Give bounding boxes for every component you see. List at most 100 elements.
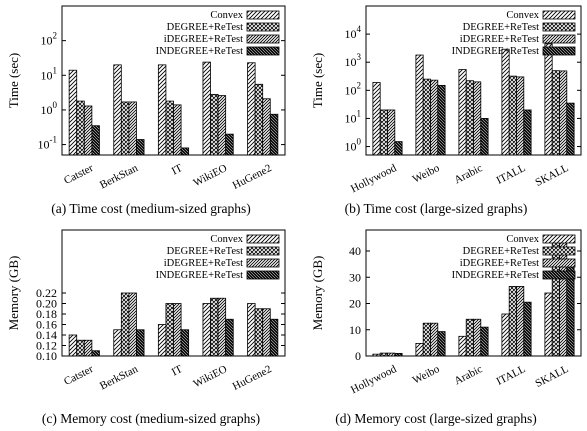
- y-tick-base: 10: [41, 103, 53, 117]
- legend-swatch: [542, 22, 576, 32]
- legend-label: iDEGREE+ReTest: [164, 258, 243, 269]
- bar-2-INDEGREE+ReTest-SKALL: [566, 102, 575, 156]
- bar-1-INDEGREE+ReTest-Catster: [91, 125, 100, 156]
- bar-2-INDEGREE+ReTest-Hollywood: [394, 141, 403, 156]
- y-tick-label: 104: [345, 24, 362, 41]
- bar-2-iDEGREE+ReTest-Arabic: [473, 81, 482, 156]
- y-tick-label: 0.22: [36, 286, 57, 300]
- plot-frame: [61, 5, 286, 156]
- bar-3-Convex-WikiEO: [202, 303, 211, 357]
- bar-4-Convex-SKALL: [544, 292, 553, 357]
- bar-2-DEGREE+ReTest-Hollywood: [379, 109, 388, 156]
- y-tick-label: 0.18: [36, 307, 57, 321]
- bar-3-INDEGREE+ReTest-WikiEO: [225, 318, 234, 357]
- legend-swatch: [542, 10, 576, 20]
- bar-2-Convex-Weibo: [415, 54, 424, 156]
- bar-2-iDEGREE+ReTest-SKALL: [559, 70, 568, 156]
- bar-1-Convex-BerkStan: [113, 64, 122, 156]
- bar-4-INDEGREE+ReTest-Weibo: [437, 331, 446, 357]
- panel-c: 0.100.120.140.160.180.200.22 Memory (GB) C…: [6, 229, 286, 426]
- bar-2-INDEGREE+ReTest-Weibo: [437, 84, 446, 156]
- x-tick-label: IT: [170, 162, 185, 178]
- y-tick-label: 101: [345, 108, 362, 125]
- x-tick-label: Weibo: [411, 162, 442, 186]
- bar-1-INDEGREE+ReTest-WikiEO: [225, 133, 234, 156]
- bar-3-INDEGREE+ReTest-HuGene2: [269, 318, 279, 357]
- y-tick-label: 0.12: [36, 339, 57, 353]
- bar-4-INDEGREE+ReTest-ITALL: [523, 301, 532, 357]
- bar-1-iDEGREE+ReTest-WikiEO: [217, 95, 227, 156]
- y-tick-label: 0.20: [36, 297, 57, 311]
- panel-caption: (d) Memory cost (large-sized graphs): [335, 411, 536, 426]
- legend-label: INDEGREE+ReTest: [452, 270, 540, 281]
- bar-3-DEGREE+ReTest-Catster: [76, 339, 85, 357]
- y-tick-label: 102: [41, 31, 58, 48]
- y-tick-exp: 0: [357, 137, 362, 147]
- panel-caption: (c) Memory cost (medium-sized graphs): [42, 411, 260, 426]
- bar-1-DEGREE+ReTest-IT: [165, 100, 174, 156]
- bar-1-INDEGREE+ReTest-IT: [180, 147, 190, 156]
- bar-1-iDEGREE+ReTest-IT: [173, 104, 182, 156]
- y-tick-exp: 3: [357, 52, 362, 62]
- x-tick-label: Weibo: [411, 363, 442, 387]
- bar-1-DEGREE+ReTest-HuGene2: [254, 83, 264, 156]
- y-tick-base: 10: [41, 34, 53, 48]
- panel-caption: (a) Time cost (medium-sized graphs): [51, 201, 250, 216]
- bar-1-iDEGREE+ReTest-BerkStan: [128, 101, 137, 156]
- x-tick-label: WikiEO: [191, 162, 229, 189]
- bar-3-DEGREE+ReTest-IT: [165, 303, 174, 357]
- bar-2-Convex-ITALL: [501, 48, 510, 156]
- legend-swatch: [542, 246, 576, 256]
- bar-2-Convex-Arabic: [458, 69, 467, 156]
- legend-label: INDEGREE+ReTest: [156, 270, 244, 281]
- x-tick-label: Catster: [62, 363, 96, 388]
- bar-1-Convex-IT: [157, 64, 167, 156]
- bar-3-DEGREE+ReTest-HuGene2: [254, 308, 264, 357]
- bar-1-Convex-HuGene2: [247, 62, 256, 156]
- panel-d: 0 10 20 30 40 Memory (GB) Hollywood Weibo Arabic…: [310, 229, 582, 426]
- y-tick-base: 10: [345, 111, 357, 125]
- legend-swatch: [246, 34, 280, 44]
- legend-swatch: [542, 234, 576, 244]
- bar-1-Convex-WikiEO: [202, 61, 211, 156]
- bar-3-INDEGREE+ReTest-BerkStan: [136, 329, 145, 357]
- bar-3-Convex-IT: [157, 324, 167, 357]
- x-tick-label: Hollywood: [349, 363, 399, 396]
- y-tick-exp: 2: [53, 31, 58, 41]
- y-tick-base: 10: [345, 27, 357, 41]
- x-tick-label: Arabic: [452, 363, 484, 387]
- bar-4-DEGREE+ReTest-Arabic: [465, 318, 474, 357]
- x-tick-label: SKALL: [533, 162, 570, 189]
- legend-label: DEGREE+ReTest: [463, 246, 539, 257]
- y-tick-exp: 0: [53, 100, 58, 110]
- panel-caption: (b) Time cost (large-sized graphs): [345, 201, 528, 216]
- legend-label: Convex: [210, 234, 243, 245]
- x-tick-label: Hollywood: [349, 162, 399, 195]
- bar-2-iDEGREE+ReTest-ITALL: [516, 76, 525, 156]
- bar-3-INDEGREE+ReTest-Catster: [91, 350, 100, 357]
- bar-1-INDEGREE+ReTest-HuGene2: [269, 113, 279, 156]
- y-tick-label: 102: [345, 80, 362, 97]
- y-tick-base: 10: [41, 68, 53, 82]
- legend-swatch: [246, 270, 280, 280]
- legend-swatch: [542, 34, 576, 44]
- x-tick-label: Catster: [62, 162, 96, 187]
- y-tick-exp: 4: [357, 24, 362, 34]
- x-tick-label: HuGene2: [231, 363, 274, 393]
- bar-2-Convex-Hollywood: [372, 82, 381, 156]
- y-tick-label: 20: [349, 297, 361, 311]
- y-tick-base: 10: [345, 83, 357, 97]
- y-axis-label: Time (sec): [6, 53, 21, 109]
- x-tick-label: ITALL: [495, 363, 528, 388]
- bar-4-DEGREE+ReTest-ITALL: [508, 286, 517, 357]
- y-tick-label: 0.14: [36, 328, 57, 342]
- bar-2-INDEGREE+ReTest-Arabic: [480, 118, 489, 156]
- x-tick-label: IT: [170, 363, 185, 379]
- legend-swatch: [246, 10, 280, 20]
- bar-3-Convex-Catster: [68, 334, 78, 357]
- x-tick-label: ITALL: [495, 162, 528, 187]
- legend-label: iDEGREE+ReTest: [460, 34, 539, 45]
- legend-label: Convex: [210, 10, 243, 21]
- legend-swatch: [542, 270, 576, 280]
